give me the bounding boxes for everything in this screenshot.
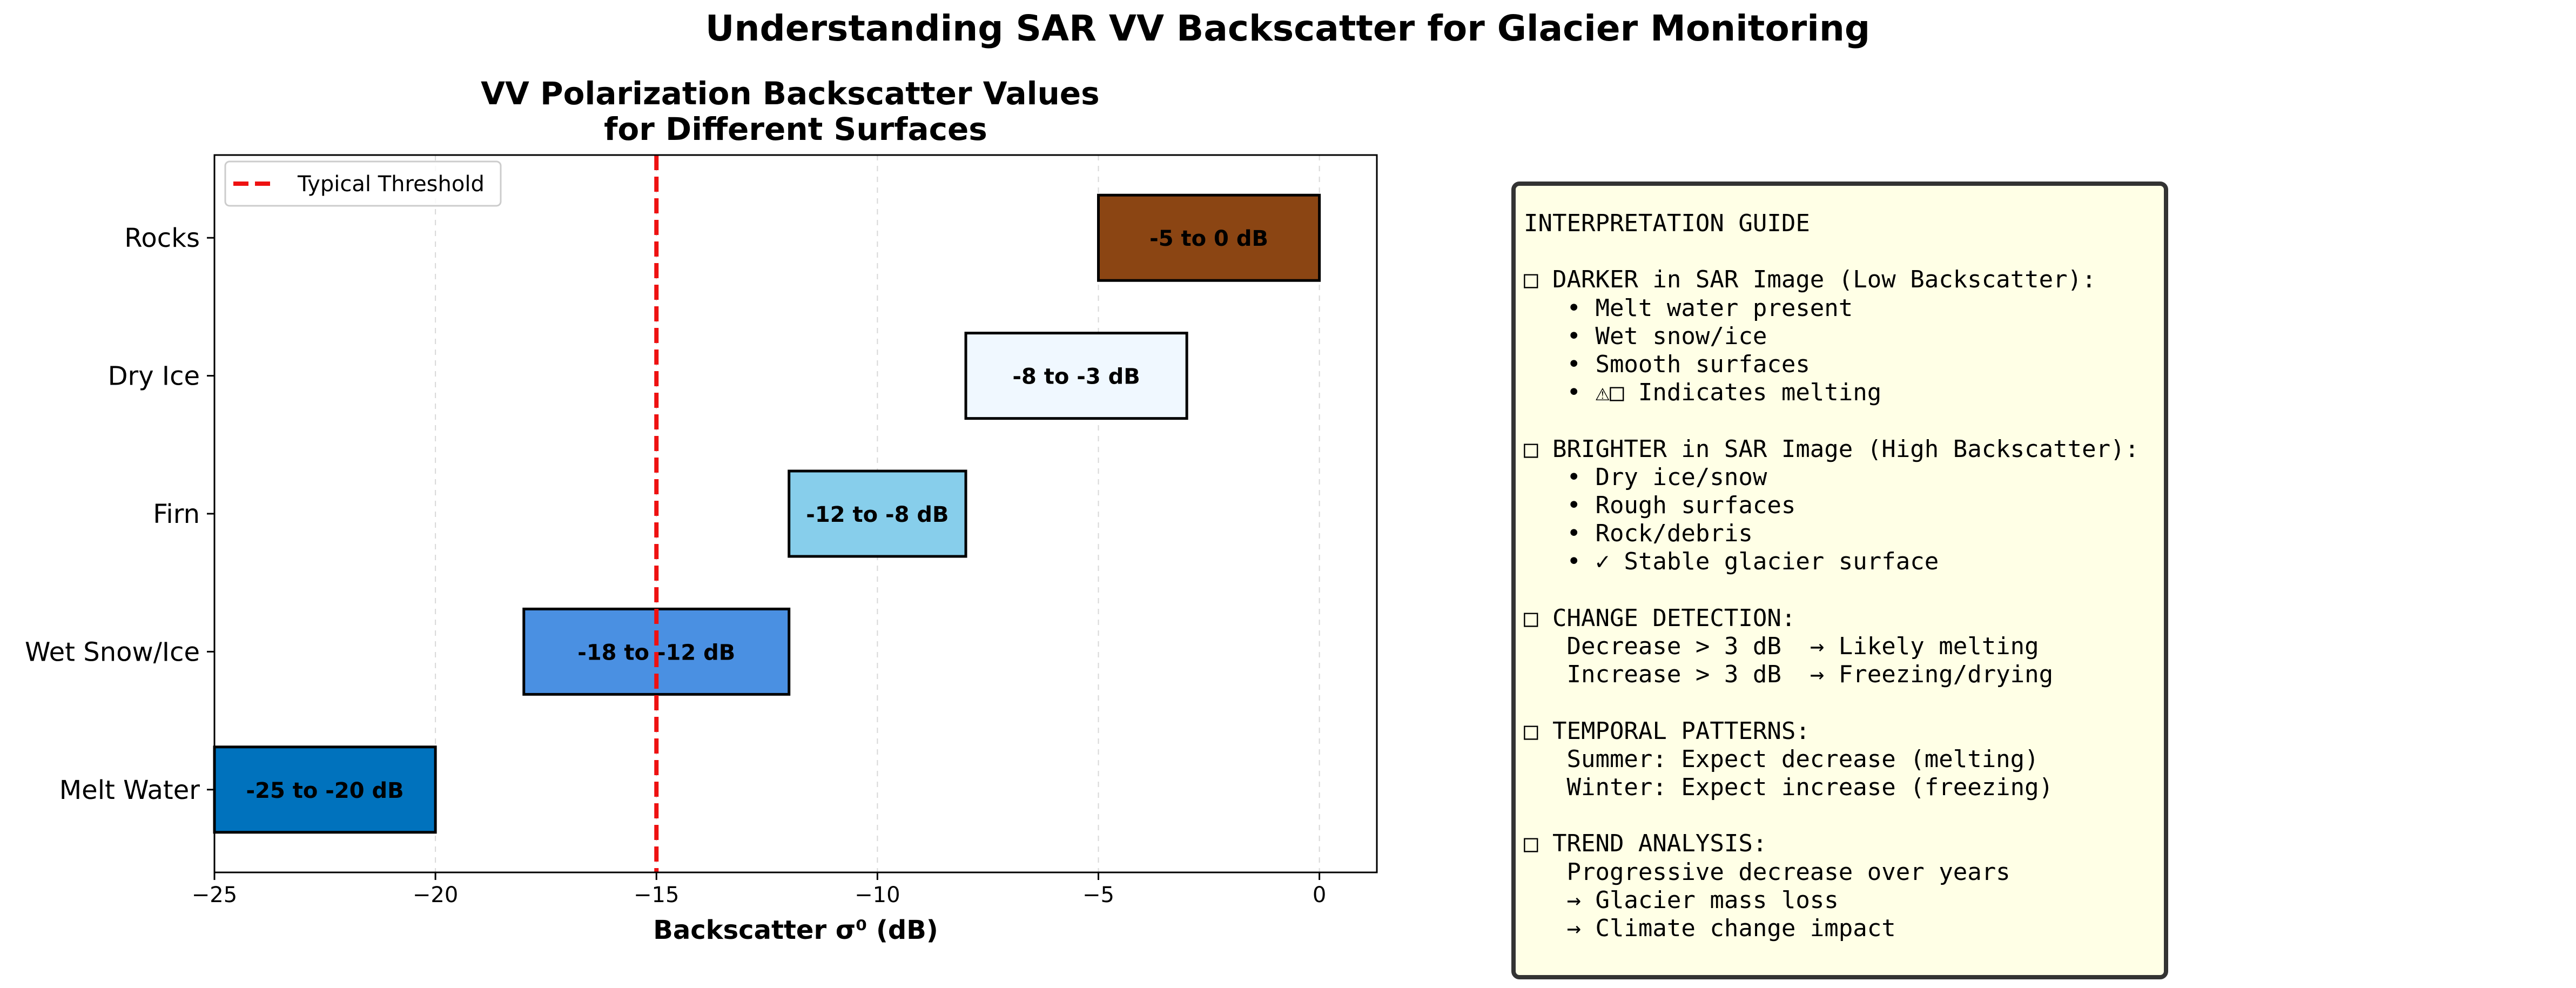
bars: -25 to -20 dB-18 to -12 dB-12 to -8 dB-8…: [213, 193, 1321, 834]
interpretation-guide-text: INTERPRETATION GUIDE □ DARKER in SAR Ima…: [1524, 210, 2140, 943]
x-tick-label: −25: [192, 883, 237, 908]
y-tick-label: Melt Water: [59, 775, 200, 805]
x-axis: −25 −20 −15 −10 −5 0: [192, 872, 1326, 908]
y-axis: Melt Water Wet Snow/Ice Firn Dry Ice Rocks: [25, 223, 214, 805]
bar-value-label: -12 to -8 dB: [806, 502, 949, 527]
chart-title-line-2: for Different Surfaces: [604, 111, 987, 147]
legend-box: [224, 160, 502, 207]
y-tick-label: Wet Snow/Ice: [25, 637, 200, 667]
bar-value-label: -8 to -3 dB: [1012, 365, 1140, 389]
x-tick-label: −10: [855, 883, 900, 908]
legend: Typical Threshold: [224, 160, 502, 207]
x-axis-label: Backscatter σ⁰ (dB): [653, 915, 938, 945]
y-tick-label: Firn: [153, 499, 200, 529]
y-tick-label: Dry Ice: [108, 361, 200, 392]
bar-value-label: -25 to -20 dB: [246, 778, 404, 803]
y-tick-label: Rocks: [124, 223, 200, 253]
chart-title-line-1: VV Polarization Backscatter Values: [481, 75, 1099, 112]
legend-threshold-label: Typical Threshold: [297, 172, 485, 197]
bar-rocks: [1097, 193, 1321, 282]
bar-dry-ice: [964, 332, 1188, 420]
bar-firn: [788, 469, 967, 558]
interpretation-guide: INTERPRETATION GUIDE □ DARKER in SAR Ima…: [1511, 182, 2168, 979]
x-tick-label: −20: [413, 883, 458, 908]
chart-title: VV Polarization Backscatter Values for D…: [481, 75, 1111, 147]
bar-value-label: -5 to 0 dB: [1149, 226, 1268, 251]
x-tick-label: −5: [1082, 883, 1114, 908]
figure-title: Understanding SAR VV Backscatter for Gla…: [705, 8, 1870, 49]
bar-melt-water: [213, 745, 437, 834]
x-tick-label: −15: [634, 883, 679, 908]
x-tick-label: 0: [1313, 883, 1326, 908]
